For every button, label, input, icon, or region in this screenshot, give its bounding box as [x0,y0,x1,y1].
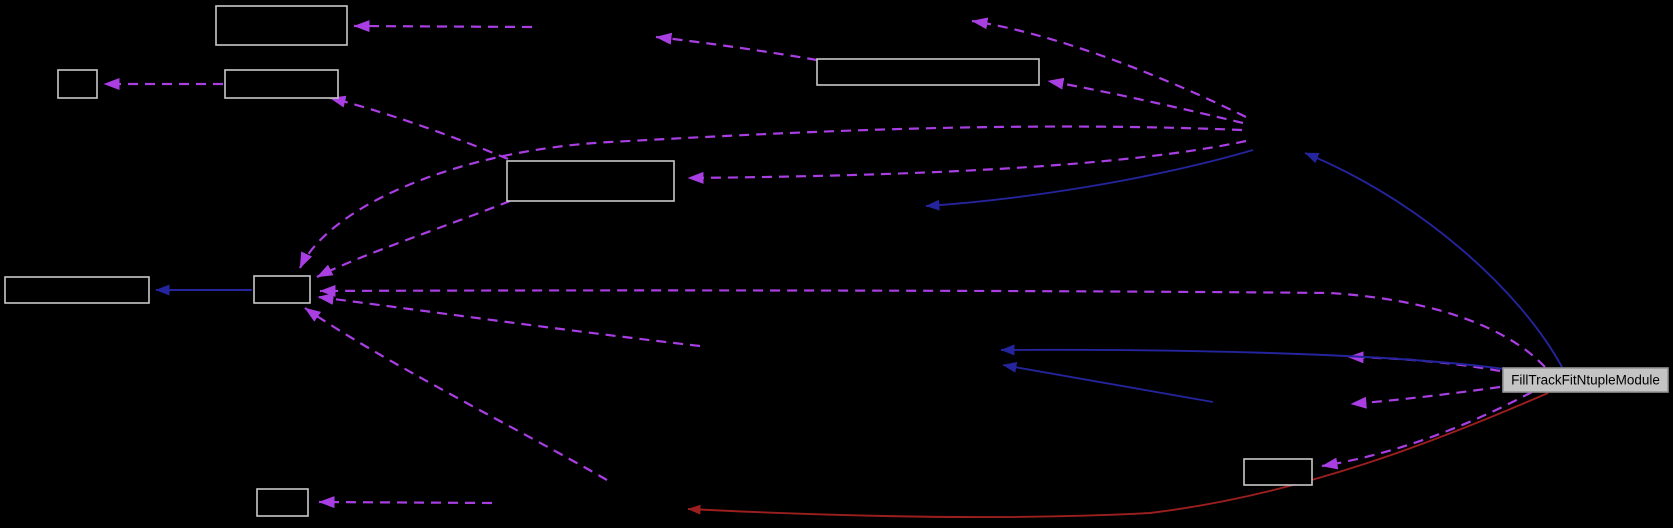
edges-layer [103,17,1563,519]
edge-hidden-to-hidden-blue-2 [1002,361,1214,403]
edge-module-to-hidden-blue-1 [1000,344,1505,370]
node-mid-left-hub[interactable] [253,275,311,304]
edge-to-bottom-left-small [318,496,493,509]
edge-bottom-to-mid-hub [304,307,608,481]
node-bottom-left-small[interactable] [256,488,309,517]
edge-to-top-left-tall [353,20,533,33]
edge-to-mid-hub-lower [317,293,701,348]
node-mid-left-wide[interactable] [4,276,150,304]
node-upper-left-wide[interactable] [224,69,339,99]
edge-hub-right-down-left [925,149,1254,211]
node-small-upper-left[interactable] [57,69,98,99]
edge-hub-right-to-center [687,139,1247,184]
node-fill-track-fit-ntuple-module[interactable]: FillTrackFitNtupleModule [1502,367,1669,393]
edge-to-hidden-top [655,32,818,62]
edge-hub-right-to-top-wide [1047,77,1244,125]
edge-hub-right-to-mid-hub [299,125,1243,269]
node-top-left-tall[interactable] [215,5,348,46]
node-center-tall[interactable] [506,160,675,202]
edge-module-to-hub-right [1304,152,1563,368]
edge-center-to-mid-hub [316,199,511,278]
edge-center-to-upper-wide [329,95,509,161]
edge-module-to-hidden-mid-2 [1350,385,1501,409]
nodes-layer: FillTrackFitNtupleModule [4,5,1669,517]
node-bottom-right-small[interactable] [1243,458,1313,486]
edge-hub-right-to-hidden-top [971,17,1247,118]
edge-module-to-mid-hub-long [319,284,1546,368]
node-top-center-wide[interactable] [816,58,1040,86]
node-fill-track-fit-ntuple-module-label: FillTrackFitNtupleModule [1511,373,1660,388]
edge-module-red-long [687,392,1549,519]
